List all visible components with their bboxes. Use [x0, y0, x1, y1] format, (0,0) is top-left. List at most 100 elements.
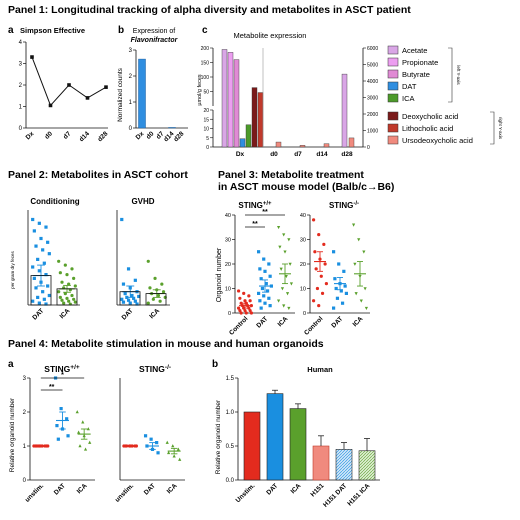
title-3a-main: STING: [238, 201, 262, 210]
chart-p3b-point: [317, 233, 321, 237]
chart-p3a-point: [282, 233, 286, 237]
chart-1a-ytick-label: 2: [19, 83, 23, 89]
chart-1c-ytick-label: 100: [201, 75, 210, 81]
chart-1c-xtick-label: d7: [294, 151, 302, 158]
chart-p4b-xtick-label: DAT: [265, 482, 279, 496]
chart-p2a-point: [31, 217, 35, 222]
chart-p2a-point: [58, 271, 62, 275]
legend-label-ica: ICA: [402, 94, 415, 103]
chart-p2b-mean-box: [145, 293, 167, 306]
chart-p4b-xtick-label: ICA: [290, 482, 303, 495]
panel1-title: Panel 1: Longitudinal tracking of alpha …: [8, 4, 411, 16]
chart-p3b-point: [340, 301, 345, 305]
chart-p3a-point: [284, 274, 288, 279]
chart-p3b-point: [363, 287, 367, 291]
chart-p3a-point: [247, 306, 251, 310]
chart-p3b-point: [323, 262, 327, 266]
chart-p3a-point: [259, 277, 263, 281]
chart-p3a-point: [265, 289, 270, 293]
chart-1c-ytick-right-label: 5000: [367, 63, 378, 69]
chart-p2a-point: [63, 263, 67, 267]
letter-1b: b: [118, 25, 124, 36]
panel4-title: Panel 4: Metabolite stimulation in mouse…: [8, 338, 324, 350]
chart-p2a-point: [46, 240, 50, 244]
chart-p2b-point: [153, 276, 157, 280]
chart-p4a2-point: [149, 437, 153, 441]
chart-p3b-point: [314, 267, 318, 271]
chart-p3b-point: [335, 296, 340, 300]
chart-p2a-point: [37, 221, 41, 225]
chart-p3a-point: [283, 250, 287, 254]
chart-1a-xtick-label: d28: [97, 130, 110, 143]
chart-1c-ytick-label: 150: [201, 61, 210, 67]
chart-p3a-point: [278, 245, 282, 249]
chart-p4a1-point: [88, 440, 92, 444]
chart-p3b-xtick-label: Control: [303, 315, 324, 336]
chart-p3a-point: [288, 262, 292, 266]
chart-p4b-bar: [335, 449, 353, 481]
chart-1a-ytick-label: 1: [19, 105, 23, 111]
chart-1c-bar-propionate: [227, 52, 234, 148]
chart-p3a-point: [260, 286, 265, 291]
chart-p2b-point: [121, 300, 126, 304]
chart-p2b-xtick-label: ICA: [148, 307, 161, 320]
chart-p2a-point: [47, 252, 51, 256]
chart-p4a1-point: [75, 410, 79, 414]
panel3-title-line1: Panel 3: Metabolite treatment: [218, 169, 364, 181]
chart-p2a-point: [37, 269, 41, 273]
chart-p3a-point: [268, 274, 272, 278]
chart-1c-ytick-right-label: 4000: [367, 79, 378, 85]
chart-p3a-point: [258, 267, 262, 271]
chart-1a-point: [85, 96, 90, 100]
chart-p4a2-xtick-label: unstim.: [114, 482, 135, 503]
legend-swatch-propionate: [387, 57, 399, 67]
chart-p2a-point: [46, 284, 50, 288]
chart-p3a-point: [263, 301, 267, 305]
legend-swatch-lithocholic: [387, 123, 399, 133]
chart-1b-ytick-label: 3: [129, 48, 133, 54]
chart-p3b-ytick-label: 30: [300, 238, 306, 244]
chart-1c-ytick-label: 50: [203, 90, 209, 96]
legend-swatch-acetate: [387, 45, 399, 55]
chart-p2b-point: [158, 299, 162, 303]
chart-p2a-point: [31, 299, 35, 303]
chart-p2a-point: [44, 225, 48, 229]
chart-1a-ytick-label: 3: [19, 62, 23, 68]
chart-p3a-point: [243, 308, 247, 313]
chart-p2a-point: [41, 248, 45, 252]
legend-label-butyrate: Butyrate: [402, 70, 430, 79]
chart-p4b-xtick-label: H151 ICA: [346, 482, 371, 507]
ylabel-4a: Relative organoid number: [9, 397, 16, 472]
chart-1c-xtick-label: Dx: [236, 151, 245, 158]
chart-p2a-xtick-label: ICA: [59, 307, 72, 320]
chart-p3a-xtick-label: DAT: [255, 315, 269, 329]
chart-p3a-point: [249, 311, 253, 315]
legend-swatch-dat: [387, 81, 399, 91]
chart-p4a1-ytick-label: 2: [23, 410, 27, 416]
chart-p4b-xtick-label: H151 DAT: [322, 482, 348, 508]
chart-p2a-point: [32, 276, 36, 280]
letter-4a: a: [8, 359, 14, 370]
title-1b-l1: Expression of: [133, 28, 175, 35]
chart-p3a-point: [243, 299, 247, 303]
chart-1c-ytick-label: 5: [206, 136, 209, 142]
chart-p2a-point: [32, 229, 36, 233]
chart-p4a2-point: [172, 454, 176, 458]
chart-1c-bar-ursodeoxycholic-acid: [348, 137, 355, 148]
chart-p2a-point: [57, 259, 61, 263]
chart-p4a1-xtick-label: DAT: [53, 482, 67, 496]
chart-p2b-point: [130, 293, 134, 298]
chart-p3a-point: [279, 267, 283, 271]
chart-p2a-point: [34, 244, 38, 248]
legend-left-axis-label: left Y-axis: [456, 65, 461, 85]
chart-p2b-point: [123, 292, 127, 296]
chart-1c-ytick-label: 20: [203, 108, 209, 114]
title-4a2-main: STING: [139, 364, 165, 374]
chart-p3b-point: [312, 218, 316, 222]
chart-p4a1-point: [55, 424, 59, 428]
title-3b: STING-/-: [329, 201, 359, 210]
chart-p2b-point: [133, 299, 137, 303]
chart-p4b-bar: [312, 445, 330, 481]
chart-1a-xtick-label: d7: [62, 130, 73, 141]
